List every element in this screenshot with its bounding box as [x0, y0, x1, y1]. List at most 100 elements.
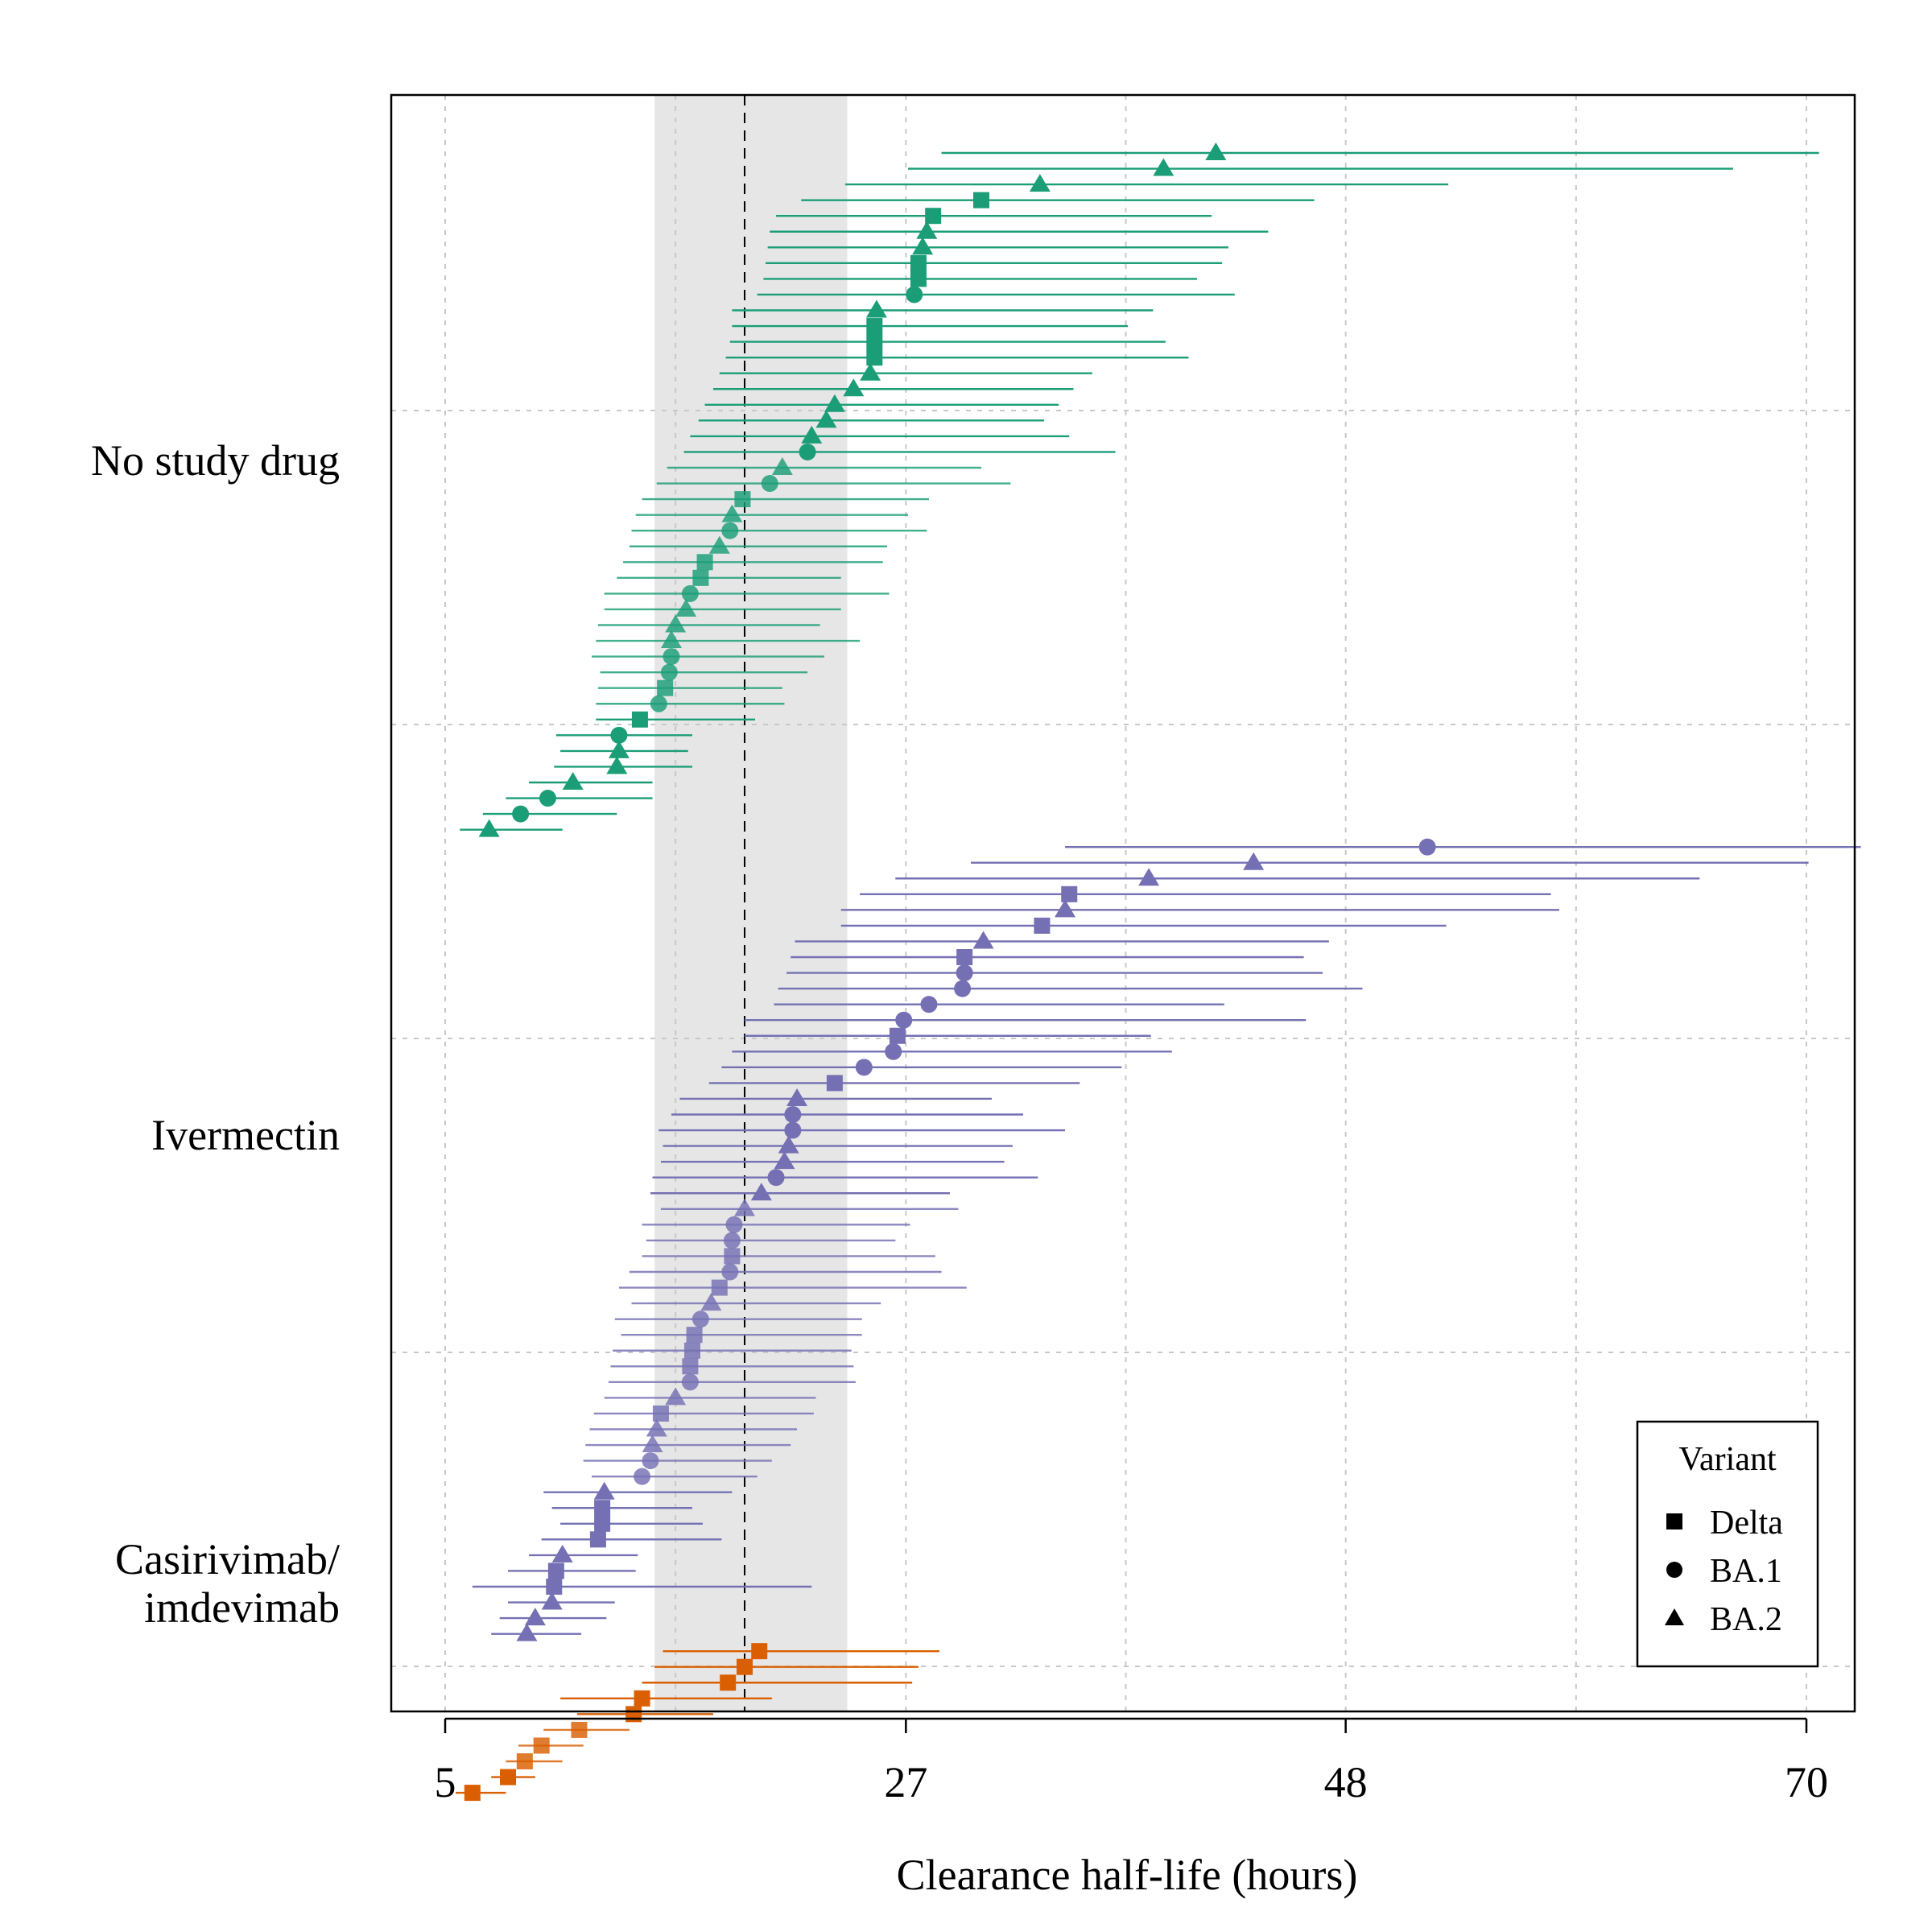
point-ba2: [541, 1591, 563, 1610]
point-delta: [594, 1515, 611, 1532]
point-ba1: [512, 805, 530, 823]
point-ba2: [865, 299, 887, 318]
legend-label: BA.2: [1710, 1601, 1782, 1638]
point-ba1: [539, 790, 556, 807]
point-ba2: [972, 931, 994, 949]
point-ba1: [610, 726, 628, 744]
point-delta: [751, 1643, 768, 1660]
point-ba1: [660, 663, 678, 681]
point-ba2: [771, 457, 793, 475]
point-delta: [634, 1690, 650, 1707]
point-ba1: [634, 1468, 651, 1485]
point-ba2: [665, 614, 687, 633]
point-ba1: [681, 1373, 699, 1391]
point-delta: [682, 1358, 699, 1375]
point-delta: [631, 711, 648, 728]
point-delta: [500, 1769, 517, 1785]
point-delta: [711, 1279, 728, 1296]
point-ba2: [478, 819, 500, 837]
point-delta: [692, 569, 709, 586]
gridlines: [391, 95, 1855, 1711]
point-ba2: [524, 1608, 546, 1626]
point-ba1: [681, 584, 699, 602]
point-ba1: [885, 1042, 902, 1060]
point-ba1: [691, 1311, 709, 1328]
point-delta: [652, 1405, 669, 1422]
point-ba2: [750, 1183, 772, 1201]
group-label: imdevimab: [144, 1583, 340, 1632]
point-ba1: [784, 1106, 802, 1124]
point-delta: [464, 1785, 481, 1802]
point-ba2: [815, 410, 837, 428]
point-delta: [589, 1531, 606, 1548]
group-label: Casirivimab/: [115, 1535, 340, 1583]
x-tick-label: 70: [1785, 1758, 1828, 1806]
point-delta: [734, 491, 751, 508]
point-delta: [686, 1327, 703, 1344]
group-labels: No study drug Ivermectin Casirivimab/imdev…: [91, 436, 340, 1632]
point-ba1: [906, 286, 923, 303]
legend-title: Variant: [1678, 1441, 1777, 1478]
point-delta: [826, 1075, 843, 1092]
point-delta: [1034, 917, 1051, 934]
point-ba1: [1418, 838, 1436, 856]
point-ba1: [721, 1263, 739, 1281]
point-ba2: [708, 535, 730, 554]
point-ba1: [725, 1216, 743, 1233]
point-delta: [956, 949, 973, 966]
point-delta: [724, 1248, 741, 1265]
legend-label: BA.1: [1710, 1553, 1782, 1590]
point-delta: [547, 1563, 564, 1579]
point-delta: [737, 1658, 753, 1675]
point-ba2: [700, 1293, 722, 1311]
point-ba2: [912, 237, 934, 255]
point-ba2: [606, 756, 628, 774]
point-ba1: [799, 443, 816, 460]
point-ba2: [562, 772, 584, 790]
plot-frame: [390, 93, 1856, 1713]
point-delta: [972, 192, 989, 208]
point-ba1: [650, 695, 667, 712]
x-tick-label: 48: [1324, 1758, 1368, 1806]
legend-label: Delta: [1710, 1505, 1783, 1542]
point-ba2: [734, 1198, 756, 1216]
point-delta: [889, 1027, 906, 1044]
point-ba2: [1138, 868, 1160, 886]
point-ba1: [767, 1169, 785, 1187]
point-ba2: [916, 221, 938, 239]
point-ba2: [774, 1151, 795, 1170]
point-delta: [866, 318, 883, 335]
point-ba2: [675, 598, 697, 617]
legend-marker-delta: [1666, 1513, 1682, 1530]
point-delta: [683, 1342, 700, 1359]
point-ba1: [895, 1011, 913, 1029]
point-ba2: [786, 1088, 808, 1106]
point-ba2: [608, 740, 630, 758]
x-axis: 5 27 48 70: [435, 1717, 1828, 1806]
point-ba2: [593, 1481, 615, 1500]
point-ba1: [761, 475, 778, 493]
point-ba2: [642, 1435, 663, 1453]
legend-marker-ba1: [1666, 1562, 1682, 1578]
point-ba1: [956, 964, 973, 982]
point-delta: [720, 1674, 737, 1691]
point-ba1: [721, 522, 739, 539]
point-ba1: [920, 996, 938, 1013]
point-delta: [546, 1579, 563, 1596]
point-ba2: [1055, 899, 1076, 918]
reference-band: [654, 95, 848, 1711]
point-delta: [1061, 886, 1078, 902]
legend-marker-ba2: [1665, 1608, 1684, 1625]
x-tick-label: 5: [435, 1758, 456, 1806]
point-ba2: [660, 630, 682, 649]
point-delta: [925, 208, 942, 225]
legend-box: [1636, 1420, 1819, 1668]
point-delta: [657, 679, 674, 696]
point-delta: [866, 349, 883, 366]
point-delta: [910, 254, 927, 271]
point-delta: [533, 1737, 550, 1754]
data-points: [456, 142, 1861, 1802]
x-tick-label: 27: [884, 1758, 927, 1806]
group-label: Ivermectin: [151, 1111, 340, 1159]
